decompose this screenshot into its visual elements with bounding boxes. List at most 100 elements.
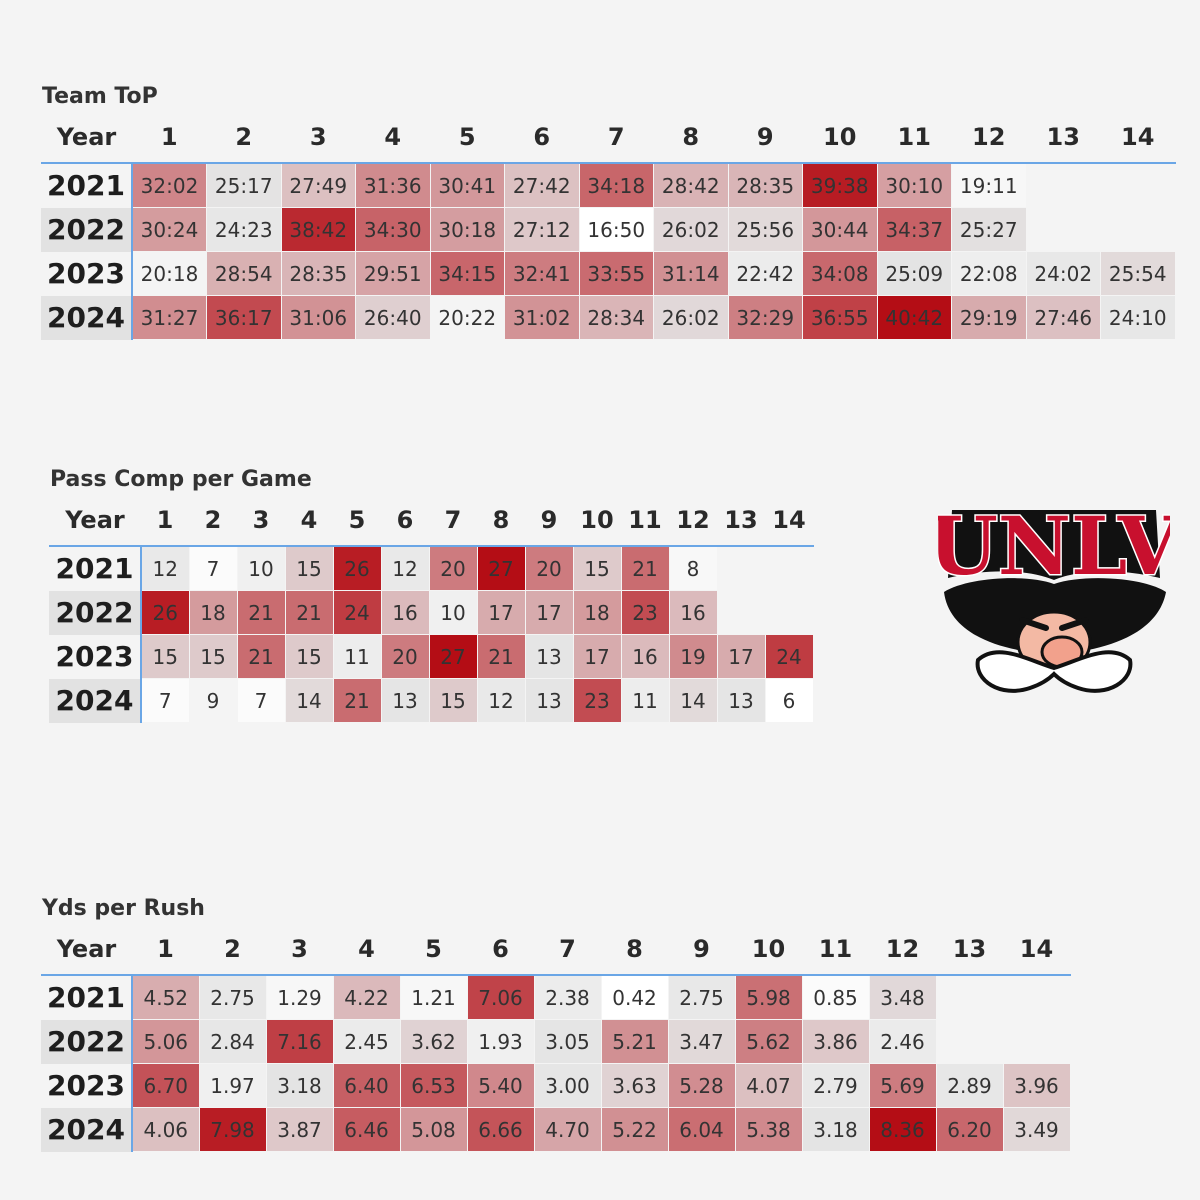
heatmap-cell: 28:54 bbox=[206, 251, 282, 296]
heatmap-cell: 18 bbox=[572, 590, 622, 635]
column-header-row: Year 1 2 3 4 5 6 7 8 9 10 11 12 13 14 bbox=[49, 495, 813, 547]
heatmap-cell: 36:55 bbox=[802, 295, 878, 340]
heatmap-cell: 16:50 bbox=[578, 207, 654, 252]
year-row-header: 2021 bbox=[41, 975, 133, 1020]
heatmap-cell: 3.62 bbox=[399, 1019, 468, 1064]
heatmap-cell: 21 bbox=[236, 634, 286, 679]
heatmap-cell: 0.42 bbox=[600, 974, 669, 1020]
chart-title: Team ToP bbox=[42, 84, 158, 109]
heatmap-cell: 8.36 bbox=[868, 1107, 937, 1152]
heatmap-cell: 15 bbox=[572, 545, 622, 591]
heatmap-cell: 24:10 bbox=[1100, 295, 1176, 340]
heatmap-cell: 19:11 bbox=[951, 162, 1027, 208]
heatmap-cell: 6.40 bbox=[332, 1063, 401, 1108]
table-row: 2023 15 15 21 15 11 20 27 21 13 17 16 19 17 24 bbox=[49, 634, 814, 679]
game-column-header: 11 bbox=[802, 924, 869, 976]
chart-title: Pass Comp per Game bbox=[50, 467, 312, 492]
game-column-header: 4 bbox=[285, 495, 333, 547]
logo-text: UNLV bbox=[938, 499, 1170, 593]
heatmap-cell: 31:02 bbox=[504, 295, 580, 340]
heatmap-cell: 16 bbox=[668, 590, 718, 635]
heatmap-cell: 28:42 bbox=[653, 162, 729, 208]
heatmap-cell: 1.97 bbox=[198, 1063, 267, 1108]
heatmap-cell: 3.87 bbox=[265, 1107, 334, 1152]
heatmap-cell: 31:06 bbox=[280, 295, 356, 340]
heatmap-cell: 20 bbox=[380, 634, 430, 679]
heatmap-cell: 26:02 bbox=[653, 207, 729, 252]
table-row: 2021 32:02 25:17 27:49 31:36 30:41 27:42 34:18 2… bbox=[41, 162, 1176, 208]
heatmap-cell: 1.93 bbox=[466, 1019, 535, 1064]
game-column-header: 4 bbox=[333, 924, 400, 976]
heatmap-cell: 34:08 bbox=[802, 251, 878, 296]
heatmap-cell: 3.18 bbox=[801, 1107, 870, 1152]
game-column-header: 5 bbox=[430, 112, 505, 164]
heatmap-cell: 1.29 bbox=[265, 974, 334, 1020]
year-column-header: Year bbox=[41, 924, 132, 976]
heatmap-cell: 34:18 bbox=[578, 162, 654, 208]
heatmap-cell: 6.46 bbox=[332, 1107, 401, 1152]
game-column-header: 9 bbox=[668, 924, 735, 976]
heatmap-cell: 33:55 bbox=[578, 251, 654, 296]
team-top-section: Team ToP Year 1 2 3 4 5 6 7 8 9 10 11 12 13 14 2021 32:0… bbox=[41, 82, 1176, 340]
heatmap-cell: 27 bbox=[428, 634, 478, 679]
heatmap-cell: 21 bbox=[284, 590, 334, 635]
heatmap-cell: 17 bbox=[716, 634, 766, 679]
heatmap-cell: 16 bbox=[380, 590, 430, 635]
heatmap-cell: 3.47 bbox=[667, 1019, 736, 1064]
column-header-row: Year 1 2 3 4 5 6 7 8 9 10 11 12 13 14 bbox=[41, 924, 1070, 976]
table-row: 2021 4.52 2.75 1.29 4.22 1.21 7.06 2.38 0.42 2.75… bbox=[41, 974, 1071, 1020]
game-column-header: 6 bbox=[467, 924, 534, 976]
heatmap-cell: 23 bbox=[572, 678, 622, 723]
heatmap-cell: 20:22 bbox=[429, 295, 505, 340]
table-row: 2022 30:24 24:23 38:42 34:30 30:18 27:12 16:50 2… bbox=[41, 207, 1176, 252]
heatmap-cell bbox=[1025, 207, 1101, 252]
heatmap-cell: 2.75 bbox=[667, 974, 736, 1020]
heatmap-cell: 7 bbox=[140, 678, 190, 723]
heatmap-cell: 17 bbox=[572, 634, 622, 679]
heatmap-cell: 18 bbox=[188, 590, 238, 635]
yds-per-rush-matrix: Year 1 2 3 4 5 6 7 8 9 10 11 12 13 14 2021 4.52 2.75 1.29 4… bbox=[41, 924, 1071, 1152]
year-row-header: 2022 bbox=[49, 590, 142, 635]
year-column-header: Year bbox=[49, 495, 141, 547]
heatmap-cell bbox=[1100, 207, 1176, 252]
heatmap-cell: 6 bbox=[764, 678, 814, 723]
heatmap-cell: 25:54 bbox=[1100, 251, 1176, 296]
heatmap-cell: 24 bbox=[332, 590, 382, 635]
heatmap-cell: 6.70 bbox=[131, 1063, 200, 1108]
heatmap-cell: 29:51 bbox=[355, 251, 431, 296]
game-column-header: 10 bbox=[573, 495, 621, 547]
heatmap-cell: 2.45 bbox=[332, 1019, 401, 1064]
heatmap-cell: 25:09 bbox=[876, 251, 952, 296]
heatmap-cell: 27:12 bbox=[504, 207, 580, 252]
heatmap-cell: 34:37 bbox=[876, 207, 952, 252]
heatmap-cell: 5.21 bbox=[600, 1019, 669, 1064]
heatmap-cell: 15 bbox=[284, 545, 334, 591]
heatmap-cell bbox=[764, 545, 814, 591]
heatmap-cell: 21 bbox=[476, 634, 526, 679]
year-row-header: 2021 bbox=[41, 163, 133, 208]
heatmap-cell: 27:46 bbox=[1025, 295, 1101, 340]
unlv-rebel-mascot-logo: UNLV bbox=[938, 498, 1170, 693]
year-row-header: 2021 bbox=[49, 546, 142, 591]
heatmap-cell bbox=[935, 1019, 1004, 1064]
game-column-header: 2 bbox=[206, 112, 281, 164]
heatmap-cell: 10 bbox=[428, 590, 478, 635]
heatmap-cell: 25:17 bbox=[206, 162, 282, 208]
heatmap-cell: 24 bbox=[764, 634, 814, 679]
heatmap-cell: 6.53 bbox=[399, 1063, 468, 1108]
heatmap-cell: 36:17 bbox=[206, 295, 282, 340]
game-column-header: 3 bbox=[237, 495, 285, 547]
heatmap-cell: 39:38 bbox=[802, 162, 878, 208]
table-row: 2021 12 7 10 15 26 12 20 27 20 15 21 8 bbox=[49, 545, 814, 591]
heatmap-cell: 30:41 bbox=[429, 162, 505, 208]
heatmap-cell: 32:29 bbox=[727, 295, 803, 340]
heatmap-cell bbox=[935, 974, 1004, 1020]
heatmap-cell: 3.96 bbox=[1002, 1063, 1071, 1108]
heatmap-cell: 20:18 bbox=[131, 251, 207, 296]
heatmap-cell: 24:02 bbox=[1025, 251, 1101, 296]
heatmap-cell: 15 bbox=[284, 634, 334, 679]
heatmap-cell: 30:18 bbox=[429, 207, 505, 252]
heatmap-cell: 1.21 bbox=[399, 974, 468, 1020]
heatmap-cell: 11 bbox=[332, 634, 382, 679]
heatmap-cell: 32:02 bbox=[131, 162, 207, 208]
